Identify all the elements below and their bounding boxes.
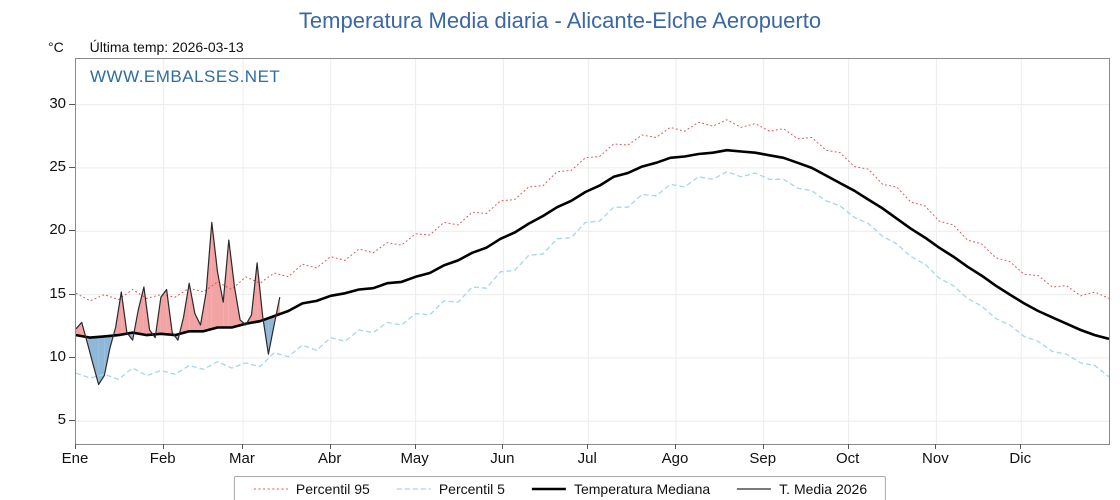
y-tick-mark xyxy=(69,420,75,422)
x-tick-label: Sep xyxy=(749,450,777,467)
legend: Percentil 95 Percentil 5 Temperatura Media… xyxy=(233,476,887,500)
x-tick-mark xyxy=(414,444,416,449)
subheader: °C Última temp: 2026-03-13 xyxy=(48,39,244,55)
x-tick-label: Ene xyxy=(61,450,89,467)
legend-item: Percentil 5 xyxy=(396,481,505,497)
legend-line-sample xyxy=(396,488,431,490)
y-axis-unit-label: °C xyxy=(48,39,64,55)
temperature-chart xyxy=(76,59,1109,444)
legend-label: Temperatura Mediana xyxy=(573,481,711,497)
x-tick-label: Mar xyxy=(229,450,255,467)
legend-line-sample xyxy=(253,488,288,490)
x-tick-mark xyxy=(1020,444,1022,449)
x-tick-label: Dic xyxy=(1009,450,1032,467)
legend-label: Percentil 5 xyxy=(438,481,505,497)
last-temp-label: Última temp: 2026-03-13 xyxy=(89,39,244,55)
legend-line-sample xyxy=(737,488,772,490)
legend-item: T. Media 2026 xyxy=(736,481,867,497)
x-tick-label: Feb xyxy=(149,450,176,467)
x-tick-mark xyxy=(162,444,164,449)
legend-label: Percentil 95 xyxy=(295,481,370,497)
x-tick-mark xyxy=(762,444,764,449)
x-tick-label: Nov xyxy=(922,450,949,467)
x-tick-mark xyxy=(75,444,76,449)
y-tick-label: 5 xyxy=(57,411,66,429)
x-tick-label: Abr xyxy=(318,450,342,467)
x-tick-mark xyxy=(329,444,331,449)
legend-line-sample xyxy=(531,487,566,491)
y-tick-label: 20 xyxy=(49,221,66,239)
y-tick-label: 25 xyxy=(49,157,66,175)
x-tick-mark xyxy=(241,444,243,449)
x-tick-mark xyxy=(847,444,849,449)
y-tick-label: 30 xyxy=(49,94,66,112)
plot-area: WWW.EMBALSES.NET xyxy=(75,58,1110,445)
x-tick-mark xyxy=(935,444,937,449)
y-tick-mark xyxy=(69,166,75,168)
x-tick-label: Jul xyxy=(577,450,597,467)
y-tick-label: 10 xyxy=(49,347,66,365)
legend-item: Temperatura Mediana xyxy=(531,481,710,497)
x-tick-label: Jun xyxy=(490,450,515,467)
y-tick-label: 15 xyxy=(49,284,66,302)
chart-title: Temperatura Media diaria - Alicante-Elch… xyxy=(298,8,822,33)
legend-item: Percentil 95 xyxy=(253,481,370,497)
x-tick-mark xyxy=(587,444,589,449)
watermark: WWW.EMBALSES.NET xyxy=(90,67,281,86)
y-tick-mark xyxy=(69,293,75,295)
legend-label: T. Media 2026 xyxy=(779,481,868,497)
x-tick-label: Ago xyxy=(661,450,689,467)
x-tick-mark xyxy=(674,444,676,449)
y-tick-mark xyxy=(69,230,75,232)
y-tick-mark xyxy=(69,103,75,105)
x-tick-label: May xyxy=(400,450,429,467)
x-tick-mark xyxy=(502,444,504,449)
y-tick-mark xyxy=(69,356,75,358)
x-tick-label: Oct xyxy=(835,450,860,467)
